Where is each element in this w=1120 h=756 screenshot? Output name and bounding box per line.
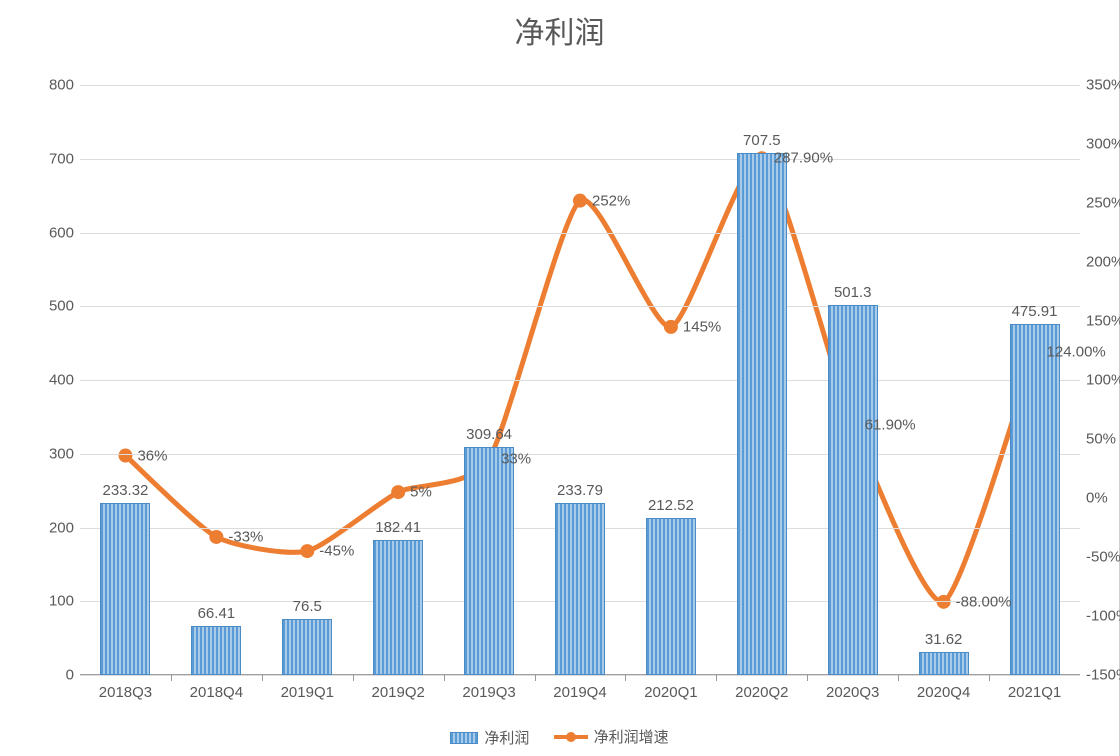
y-right-tick-label: 150% [1086, 313, 1120, 330]
line-marker [300, 544, 314, 558]
y-right-tick-label: 350% [1086, 77, 1120, 94]
legend-item-bar: 净利润 [450, 727, 529, 748]
x-category-label: 2019Q1 [281, 684, 334, 701]
legend-bar-label: 净利润 [484, 727, 529, 748]
bar [191, 626, 241, 675]
bar-value-label: 309.64 [466, 426, 512, 443]
legend-line-swatch [554, 730, 588, 744]
gridline [80, 380, 1080, 381]
bar-value-label: 66.41 [198, 605, 236, 622]
line-marker [209, 530, 223, 544]
bar [282, 619, 332, 675]
y-left-tick-label: 300 [30, 445, 74, 462]
x-category-label: 2018Q4 [190, 684, 243, 701]
plot-area: 0100200300400500600700800-150%-100%-50%0… [80, 85, 1080, 675]
bar-value-label: 475.91 [1012, 303, 1058, 320]
gridline [80, 159, 1080, 160]
bar-value-label: 233.79 [557, 482, 603, 499]
bar-value-label: 31.62 [925, 631, 963, 648]
line-value-label: 5% [410, 484, 432, 501]
bar-value-label: 76.5 [293, 598, 322, 615]
gridline [80, 306, 1080, 307]
line-marker [664, 320, 678, 334]
bar [1010, 324, 1060, 675]
chart-title: 净利润 [0, 8, 1119, 52]
bar [373, 540, 423, 675]
line-value-label: 287.90% [774, 150, 833, 167]
x-tick [625, 675, 626, 681]
x-category-label: 2018Q3 [99, 684, 152, 701]
x-tick [989, 675, 990, 681]
bar [555, 503, 605, 675]
bar-value-label: 233.32 [103, 482, 149, 499]
x-category-label: 2020Q4 [917, 684, 970, 701]
gridline [80, 233, 1080, 234]
line-value-label: -45% [319, 543, 354, 560]
chart-container: 净利润 0100200300400500600700800-150%-100%-… [0, 0, 1120, 756]
y-right-tick-label: 200% [1086, 254, 1120, 271]
legend-item-line: 净利润增速 [554, 726, 669, 747]
y-left-tick-label: 0 [30, 667, 74, 684]
x-tick [353, 675, 354, 681]
x-category-label: 2020Q3 [826, 684, 879, 701]
y-right-tick-label: 100% [1086, 372, 1120, 389]
line-value-label: 252% [592, 192, 630, 209]
x-tick [535, 675, 536, 681]
bar-value-label: 212.52 [648, 497, 694, 514]
line-value-label: -33% [228, 528, 263, 545]
x-category-label: 2021Q1 [1008, 684, 1061, 701]
bar [919, 652, 969, 675]
x-tick [898, 675, 899, 681]
x-category-label: 2019Q3 [462, 684, 515, 701]
x-tick [262, 675, 263, 681]
y-right-tick-label: 50% [1086, 431, 1120, 448]
y-right-tick-label: 250% [1086, 195, 1120, 212]
gridline [80, 85, 1080, 86]
y-right-tick-label: -50% [1086, 549, 1120, 566]
line-value-label: 145% [683, 318, 721, 335]
y-right-tick-label: -150% [1086, 667, 1120, 684]
x-category-label: 2020Q2 [735, 684, 788, 701]
bar-value-label: 182.41 [375, 519, 421, 536]
y-left-tick-label: 700 [30, 150, 74, 167]
x-category-label: 2019Q2 [371, 684, 424, 701]
bar-value-label: 501.3 [834, 284, 872, 301]
y-right-tick-label: -100% [1086, 608, 1120, 625]
bar [464, 447, 514, 675]
y-left-tick-label: 500 [30, 298, 74, 315]
bar [737, 153, 787, 675]
line-marker [573, 194, 587, 208]
bar [828, 305, 878, 675]
x-tick [444, 675, 445, 681]
line-marker [391, 485, 405, 499]
line-value-label: 33% [501, 451, 531, 468]
line-value-label: 36% [137, 447, 167, 464]
x-tick [171, 675, 172, 681]
bar [100, 503, 150, 675]
x-category-label: 2019Q4 [553, 684, 606, 701]
y-left-tick-label: 200 [30, 519, 74, 536]
y-left-tick-label: 100 [30, 593, 74, 610]
line-value-label: -88.00% [956, 593, 1012, 610]
bar [646, 518, 696, 675]
gridline [80, 675, 1080, 676]
y-left-tick-label: 600 [30, 224, 74, 241]
legend-bar-swatch [450, 732, 478, 744]
legend-line-label: 净利润增速 [594, 726, 669, 747]
x-category-label: 2020Q1 [644, 684, 697, 701]
x-tick [716, 675, 717, 681]
bar-value-label: 707.5 [743, 132, 781, 149]
y-right-tick-label: 300% [1086, 136, 1120, 153]
y-left-tick-label: 400 [30, 372, 74, 389]
y-left-tick-label: 800 [30, 77, 74, 94]
x-tick [807, 675, 808, 681]
line-value-label: 124.00% [1047, 343, 1106, 360]
line-value-label: 61.90% [865, 416, 916, 433]
legend: 净利润 净利润增速 [0, 726, 1119, 748]
gridline [80, 454, 1080, 455]
line-marker [118, 449, 132, 463]
y-right-tick-label: 0% [1086, 490, 1120, 507]
